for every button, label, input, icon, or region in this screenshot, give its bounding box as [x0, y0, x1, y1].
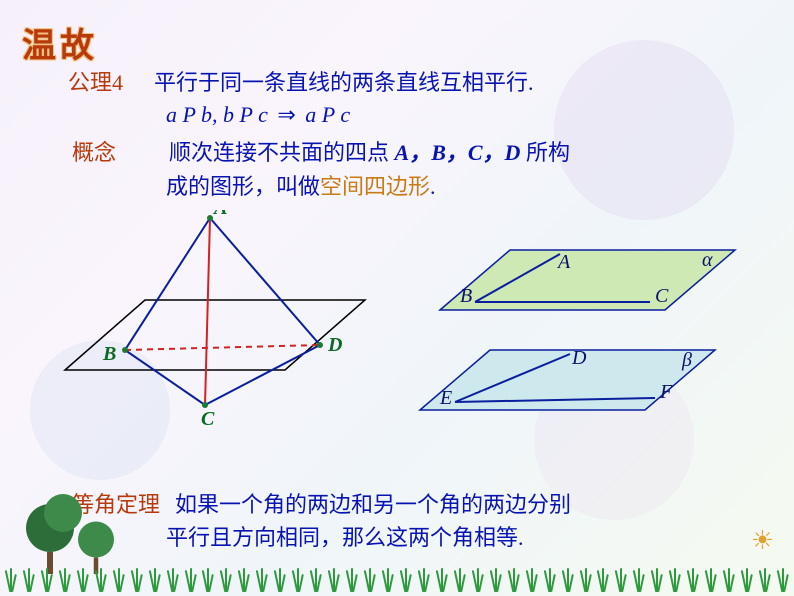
svg-text:D: D [571, 347, 587, 369]
svg-text:B: B [102, 343, 116, 365]
sun-icon: ☀ [751, 526, 774, 556]
axiom-text: 平行于同一条直线的两条直线互相平行. [154, 70, 534, 95]
grass-row [0, 568, 794, 596]
tree-icon [26, 504, 74, 574]
theorem-row: 等角定理 如果一个角的两边和另一个角的两边分别 [72, 488, 571, 521]
slide-title: 温故 [22, 18, 98, 67]
svg-text:D: D [327, 334, 342, 356]
svg-text:B: B [460, 285, 472, 307]
concept-row: 概念 顺次连接不共面的四点 A，B，C，D 所构 [72, 136, 570, 169]
axiom-row: 公理4 平行于同一条直线的两条直线互相平行. [68, 66, 534, 99]
axiom-label: 公理4 [68, 70, 123, 95]
diagram-tetrahedron: A B C D [55, 210, 375, 440]
formula-arrow: ⇒ [273, 102, 299, 127]
concept-highlight: 空间四边形 [320, 174, 430, 199]
concept-row2: 成的图形，叫做空间四边形. [166, 170, 436, 203]
theorem-text2: 平行且方向相同，那么这两个角相等. [166, 525, 524, 550]
svg-text:A: A [556, 251, 571, 273]
svg-text:F: F [659, 381, 673, 403]
axiom-formula: a P b, b P c ⇒ a P c [166, 98, 350, 131]
svg-text:α: α [702, 249, 713, 271]
svg-text:A: A [212, 210, 227, 219]
concept-text3: 成的图形，叫做 [166, 174, 320, 199]
concept-text4: . [430, 174, 436, 199]
theorem-row2: 平行且方向相同，那么这两个角相等. [166, 521, 524, 554]
theorem-label: 等角定理 [72, 492, 160, 517]
theorem-text1: 如果一个角的两边和另一个角的两边分别 [175, 492, 571, 517]
concept-text1: 顺次连接不共面的四点 [169, 140, 389, 165]
formula-p1: a P b, b P c [166, 102, 268, 127]
concept-text2: 所构 [526, 140, 570, 165]
formula-p2: a P c [305, 102, 350, 127]
svg-text:C: C [655, 285, 669, 307]
concept-label: 概念 [72, 140, 116, 165]
svg-text:E: E [439, 387, 452, 409]
diagram-equal-angles: A B Cα D E Fβ [400, 240, 760, 460]
concept-points: A，B，C，D [395, 140, 521, 165]
svg-text:C: C [201, 408, 215, 430]
tree-icon-small [78, 522, 114, 575]
svg-text:β: β [681, 349, 692, 371]
